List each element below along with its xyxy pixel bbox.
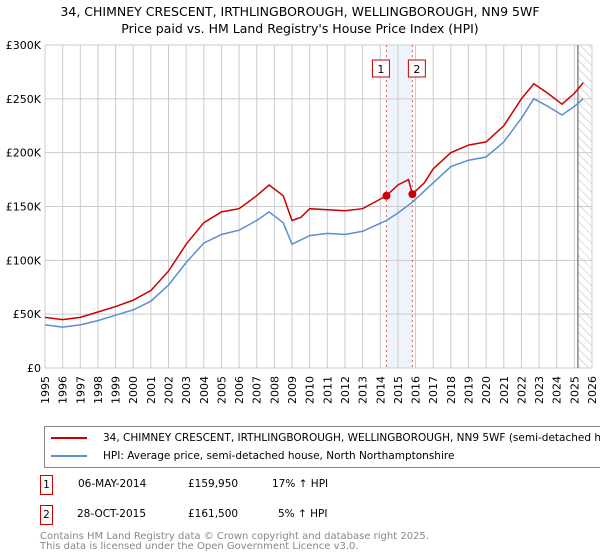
sale-hpi: 5% ↑ HPI bbox=[278, 508, 328, 520]
x-tick-label: 2003 bbox=[180, 376, 193, 404]
x-tick-label: 2020 bbox=[480, 376, 493, 404]
sale-badge-label: 2 bbox=[413, 63, 420, 76]
sale-badge-box bbox=[371, 59, 390, 78]
x-tick-label: 2016 bbox=[410, 376, 423, 404]
x-tick-label: 2017 bbox=[427, 376, 440, 404]
sale-badge: 1 bbox=[40, 475, 53, 495]
x-tick-label: 2014 bbox=[374, 376, 387, 404]
sale-badge: 2 bbox=[40, 505, 53, 525]
x-tick-label: 2026 bbox=[586, 376, 599, 404]
legend-label: 34, CHIMNEY CRESCENT, IRTHLINGBOROUGH, W… bbox=[103, 432, 600, 444]
y-tick-label: £50K bbox=[13, 308, 42, 321]
legend-swatch bbox=[51, 437, 87, 439]
sale-badge-label: 1 bbox=[377, 63, 384, 76]
x-tick-label: 2013 bbox=[357, 376, 370, 404]
x-tick-label: 2019 bbox=[462, 376, 475, 404]
x-tick-label: 2011 bbox=[321, 376, 334, 404]
x-tick-label: 2023 bbox=[533, 376, 546, 404]
x-tick-label: 2006 bbox=[233, 376, 246, 404]
chart-title: 34, CHIMNEY CRESCENT, IRTHLINGBOROUGH, W… bbox=[60, 4, 540, 19]
x-tick-label: 2018 bbox=[445, 376, 458, 404]
x-tick-label: 2007 bbox=[251, 376, 264, 404]
sale-point bbox=[408, 190, 417, 199]
x-tick-label: 2025 bbox=[568, 376, 581, 404]
x-tick-label: 2004 bbox=[198, 376, 211, 404]
x-tick-label: 2009 bbox=[286, 376, 299, 404]
x-tick-label: 1997 bbox=[74, 376, 87, 404]
legend-item-property: 34, CHIMNEY CRESCENT, IRTHLINGBOROUGH, W… bbox=[45, 430, 600, 446]
x-tick-label: 1995 bbox=[39, 376, 52, 404]
x-tick-label: 2008 bbox=[268, 376, 281, 404]
sale-hpi: 17% ↑ HPI bbox=[272, 478, 329, 490]
sale-price: £161,500 bbox=[188, 508, 239, 520]
sale-point bbox=[382, 191, 391, 200]
x-tick-label: 2005 bbox=[215, 376, 228, 404]
y-tick-label: £300K bbox=[6, 39, 42, 52]
x-tick-label: 1996 bbox=[57, 376, 70, 404]
x-tick-label: 1999 bbox=[110, 376, 123, 404]
x-tick-label: 2002 bbox=[163, 376, 176, 404]
sale-date: 06-MAY-2014 bbox=[78, 478, 147, 490]
footer-licence: This data is licensed under the Open Gov… bbox=[40, 541, 359, 552]
sale-date: 28-OCT-2015 bbox=[77, 508, 146, 520]
legend-label: HPI: Average price, semi-detached house,… bbox=[103, 450, 455, 462]
y-tick-label: £0 bbox=[27, 362, 41, 375]
x-tick-label: 1998 bbox=[92, 376, 105, 404]
plot-area: 1995 1996 1997 1998 1999 2000 2001 2002 2003 2004… bbox=[6, 39, 599, 404]
x-tick-label: 2001 bbox=[145, 376, 158, 404]
legend-swatch bbox=[51, 455, 87, 457]
x-tick-label: 2012 bbox=[339, 376, 352, 404]
series-line bbox=[44, 82, 584, 321]
x-tick-label: 2021 bbox=[498, 376, 511, 404]
y-tick-label: £250K bbox=[6, 93, 42, 106]
footer-copyright: Contains HM Land Registry data © Crown c… bbox=[40, 531, 429, 542]
x-tick-label: 2022 bbox=[515, 376, 528, 404]
chart-subtitle: Price paid vs. HM Land Registry's House … bbox=[121, 21, 479, 36]
sale-price: £159,950 bbox=[188, 478, 239, 490]
legend: 34, CHIMNEY CRESCENT, IRTHLINGBOROUGH, W… bbox=[44, 426, 600, 468]
x-tick-label: 2015 bbox=[392, 376, 405, 404]
y-tick-label: £100K bbox=[6, 254, 42, 267]
sale-badge-box bbox=[407, 59, 426, 78]
y-tick-label: £150K bbox=[6, 201, 42, 214]
legend-item-hpi: HPI: Average price, semi-detached house,… bbox=[45, 448, 454, 464]
x-tick-label: 2024 bbox=[551, 376, 564, 404]
y-tick-label: £200K bbox=[6, 147, 42, 160]
x-tick-label: 2000 bbox=[127, 376, 140, 404]
x-tick-label: 2010 bbox=[304, 376, 317, 404]
series-line bbox=[44, 97, 584, 328]
